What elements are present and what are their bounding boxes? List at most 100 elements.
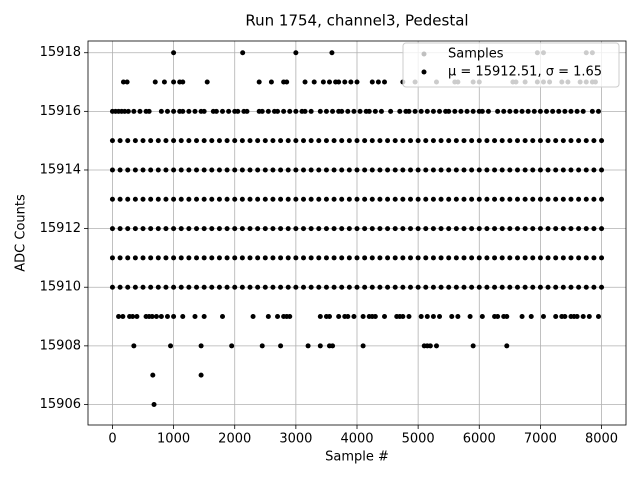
point [469,196,475,202]
point [247,255,253,261]
point [560,284,566,290]
point [163,226,169,232]
point [599,167,605,173]
point [171,314,177,320]
point [583,255,589,261]
point [470,108,476,114]
point [378,108,384,114]
point [239,284,245,290]
point [232,138,238,144]
point [385,167,391,173]
point [281,108,287,114]
point [268,79,274,85]
point [449,314,455,320]
point [331,138,337,144]
point [591,167,597,173]
point [146,108,152,114]
point [469,255,475,261]
point [155,138,161,144]
point [484,196,490,202]
point [275,108,281,114]
point [595,108,601,114]
point [362,138,368,144]
point [400,255,406,261]
point [155,255,161,261]
point [453,196,459,202]
point [545,226,551,232]
point [155,226,161,232]
point [163,284,169,290]
point [262,196,268,202]
point [186,138,192,144]
point [568,196,574,202]
y-tick-label: 15906 [40,397,81,412]
point [354,284,360,290]
point [591,138,597,144]
point [302,108,308,114]
point [178,255,184,261]
point [232,167,238,173]
point [479,314,485,320]
point [406,108,412,114]
point [591,284,597,290]
point [224,226,230,232]
point [109,226,115,232]
point [476,284,482,290]
point [412,108,418,114]
point [326,314,332,320]
point [194,138,200,144]
point [385,284,391,290]
point [186,196,192,202]
point [423,196,429,202]
point [545,284,551,290]
point [599,255,605,261]
point [220,314,225,320]
point [148,167,154,173]
point [232,226,238,232]
point [339,138,345,144]
point [562,314,568,320]
point [201,108,207,114]
point [484,138,490,144]
point [522,196,528,202]
point [117,138,123,144]
point [164,108,170,114]
point [229,343,235,349]
x-axis-label: Sample # [325,450,389,465]
point [438,226,444,232]
point [140,255,146,261]
point [362,255,368,261]
point [514,167,520,173]
point [323,138,329,144]
point [216,196,222,202]
x-tick-label: 6000 [463,432,496,447]
point [540,314,546,320]
point [514,138,520,144]
point [461,226,467,232]
point [186,108,192,114]
point [407,255,413,261]
point [430,196,436,202]
point [247,138,253,144]
point [453,138,459,144]
point [132,226,138,232]
point [362,167,368,173]
point [556,108,562,114]
point [323,284,329,290]
point [330,343,336,349]
point [339,196,345,202]
point [293,108,299,114]
point [171,255,177,261]
point [339,108,345,114]
point [285,255,291,261]
point [430,138,436,144]
point [351,108,357,114]
point [522,226,528,232]
point [331,284,337,290]
point [553,255,559,261]
point [247,196,253,202]
point [351,314,357,320]
point [553,196,559,202]
point [522,138,528,144]
point [348,79,354,85]
